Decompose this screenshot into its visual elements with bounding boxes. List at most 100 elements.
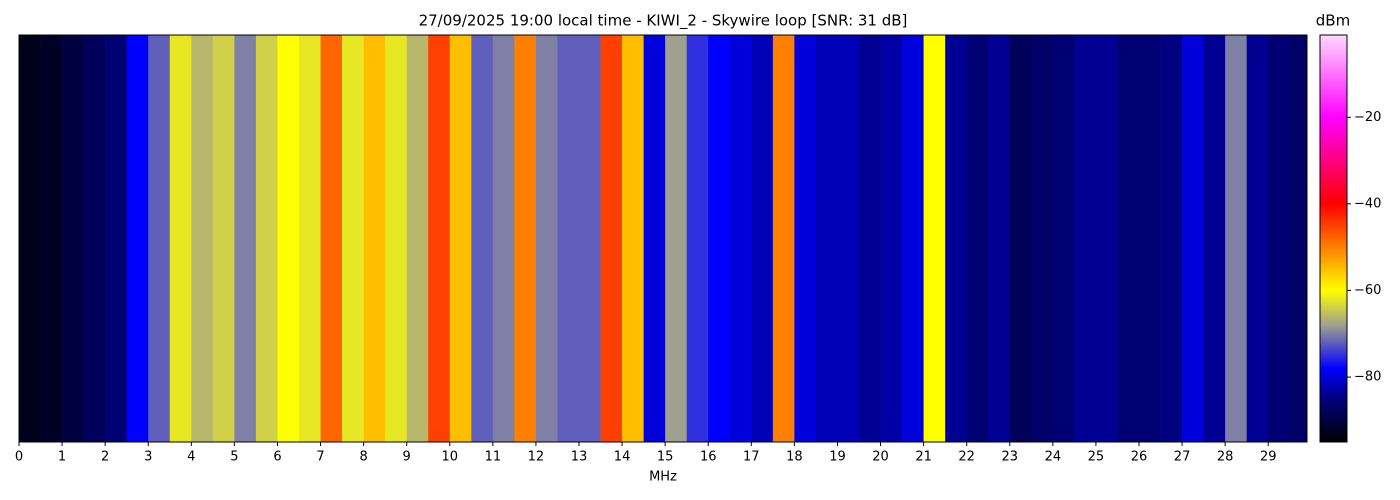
colorbar: [1319, 34, 1348, 443]
spectrum-column: [837, 35, 860, 442]
spectrum-column: [966, 35, 989, 442]
x-tick-label: 3: [144, 450, 152, 465]
x-tick-label: 19: [829, 450, 846, 465]
spectrum-column: [406, 35, 429, 442]
x-tick-label: 23: [1001, 450, 1018, 465]
spectrum-column: [1182, 35, 1204, 442]
x-tick-label: 21: [915, 450, 932, 465]
spectrum-column: [514, 35, 537, 442]
spectrum-column: [212, 35, 235, 442]
spectrum-column: [428, 35, 451, 442]
spectrum-column: [105, 35, 127, 442]
x-tick-label: 11: [485, 450, 502, 465]
spectrum-column: [1095, 35, 1118, 442]
spectrum-column: [234, 35, 257, 442]
spectrum-column: [1289, 35, 1308, 442]
spectrum-column: [277, 35, 300, 442]
spectrum-column: [535, 35, 558, 442]
x-tick-label: 25: [1088, 450, 1105, 465]
spectrum-column: [385, 35, 407, 442]
spectrum-column: [449, 35, 472, 442]
x-tick-label: 5: [230, 450, 238, 465]
spectrum-column: [600, 35, 623, 442]
spectrum-column: [1074, 35, 1097, 442]
x-tick-label: 2: [101, 450, 109, 465]
spectrum-column: [148, 35, 171, 442]
spectrum-column: [1052, 35, 1075, 442]
spectrum-column: [342, 35, 364, 442]
spectrum-column: [579, 35, 601, 442]
spectrum-column: [772, 35, 795, 442]
x-tick-label: 0: [15, 450, 23, 465]
x-tick-label: 12: [528, 450, 545, 465]
colorbar-label: dBm: [1316, 12, 1350, 30]
spectrum-column: [1225, 35, 1247, 442]
spectrum-column: [643, 35, 666, 442]
x-tick-label: 9: [403, 450, 411, 465]
spectrum-column: [169, 35, 192, 442]
x-tick-label: 13: [571, 450, 588, 465]
spectrum-column: [1117, 35, 1140, 442]
spectrum-column: [126, 35, 149, 442]
x-tick-label: 8: [359, 450, 367, 465]
x-tick-label: 22: [958, 450, 975, 465]
chart-title: 27/09/2025 19:00 local time - KIWI_2 - S…: [419, 12, 908, 31]
spectrum-column: [40, 35, 63, 442]
spectrum-column: [299, 35, 321, 442]
plot-frame: [18, 34, 1308, 443]
spectrum-column: [1031, 35, 1054, 442]
x-tick-label: 28: [1217, 450, 1234, 465]
spectrum-column: [83, 35, 106, 442]
spectrum-column: [622, 35, 644, 442]
colorbar-tick-label: −20: [1354, 110, 1381, 125]
spectrum-column: [665, 35, 687, 442]
spectrum-column: [1139, 35, 1161, 442]
spectrum-column: [19, 35, 41, 442]
x-tick-label: 4: [187, 450, 195, 465]
x-tick-label: 24: [1045, 450, 1062, 465]
spectrum-column: [686, 35, 709, 442]
spectrum-column: [492, 35, 515, 442]
spectrum-column: [1203, 35, 1226, 442]
x-tick-label: 26: [1131, 450, 1148, 465]
spectrum-column: [880, 35, 903, 442]
spectrum-column: [1160, 35, 1183, 442]
spectrum-column: [923, 35, 946, 442]
x-axis-label: MHz: [649, 470, 677, 485]
x-tick-label: 15: [657, 450, 674, 465]
x-tick-label: 20: [872, 450, 889, 465]
spectrum-column: [471, 35, 494, 442]
x-tick-label: 18: [786, 450, 803, 465]
spectrum-column: [62, 35, 84, 442]
spectrum-column: [794, 35, 817, 442]
spectrum-column: [751, 35, 774, 442]
x-tick-label: 6: [273, 450, 281, 465]
spectrum-column: [815, 35, 838, 442]
x-tick-label: 17: [743, 450, 760, 465]
x-tick-label: 16: [700, 450, 717, 465]
spectrum-column: [255, 35, 278, 442]
spectrum-column: [1246, 35, 1269, 442]
spectrum-column: [859, 35, 881, 442]
x-tick-label: 7: [316, 450, 324, 465]
spectrum-column: [988, 35, 1011, 442]
colorbar-tick-label: −80: [1354, 370, 1381, 385]
x-tick-label: 10: [441, 450, 458, 465]
x-tick-label: 29: [1260, 450, 1277, 465]
colorbar-tick-label: −60: [1354, 283, 1381, 298]
x-tick-label: 14: [614, 450, 631, 465]
spectrum-column: [902, 35, 924, 442]
spectrum-column: [945, 35, 967, 442]
x-tick-label: 1: [58, 450, 66, 465]
colorbar-tick-label: −40: [1354, 196, 1381, 211]
spectrum-column: [729, 35, 752, 442]
spectrum-column: [363, 35, 386, 442]
spectrum-column: [191, 35, 214, 442]
spectrum-column: [1009, 35, 1032, 442]
spectrum-column: [557, 35, 580, 442]
x-tick-label: 27: [1174, 450, 1191, 465]
spectrum-column: [708, 35, 731, 442]
spectrum-column: [320, 35, 343, 442]
spectrum-column: [1268, 35, 1291, 442]
